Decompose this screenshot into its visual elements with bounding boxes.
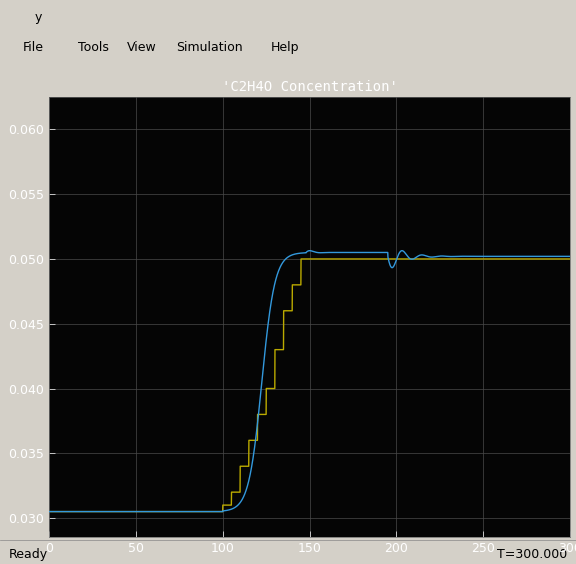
Text: Ready: Ready <box>9 548 48 561</box>
Text: Simulation: Simulation <box>176 41 242 54</box>
Text: View: View <box>127 41 157 54</box>
Text: Help: Help <box>271 41 299 54</box>
Text: T=300.000: T=300.000 <box>497 548 567 561</box>
Text: File: File <box>23 41 44 54</box>
Text: Tools: Tools <box>78 41 109 54</box>
Title: 'C2H4O Concentration': 'C2H4O Concentration' <box>222 81 397 94</box>
Text: y: y <box>35 11 42 24</box>
